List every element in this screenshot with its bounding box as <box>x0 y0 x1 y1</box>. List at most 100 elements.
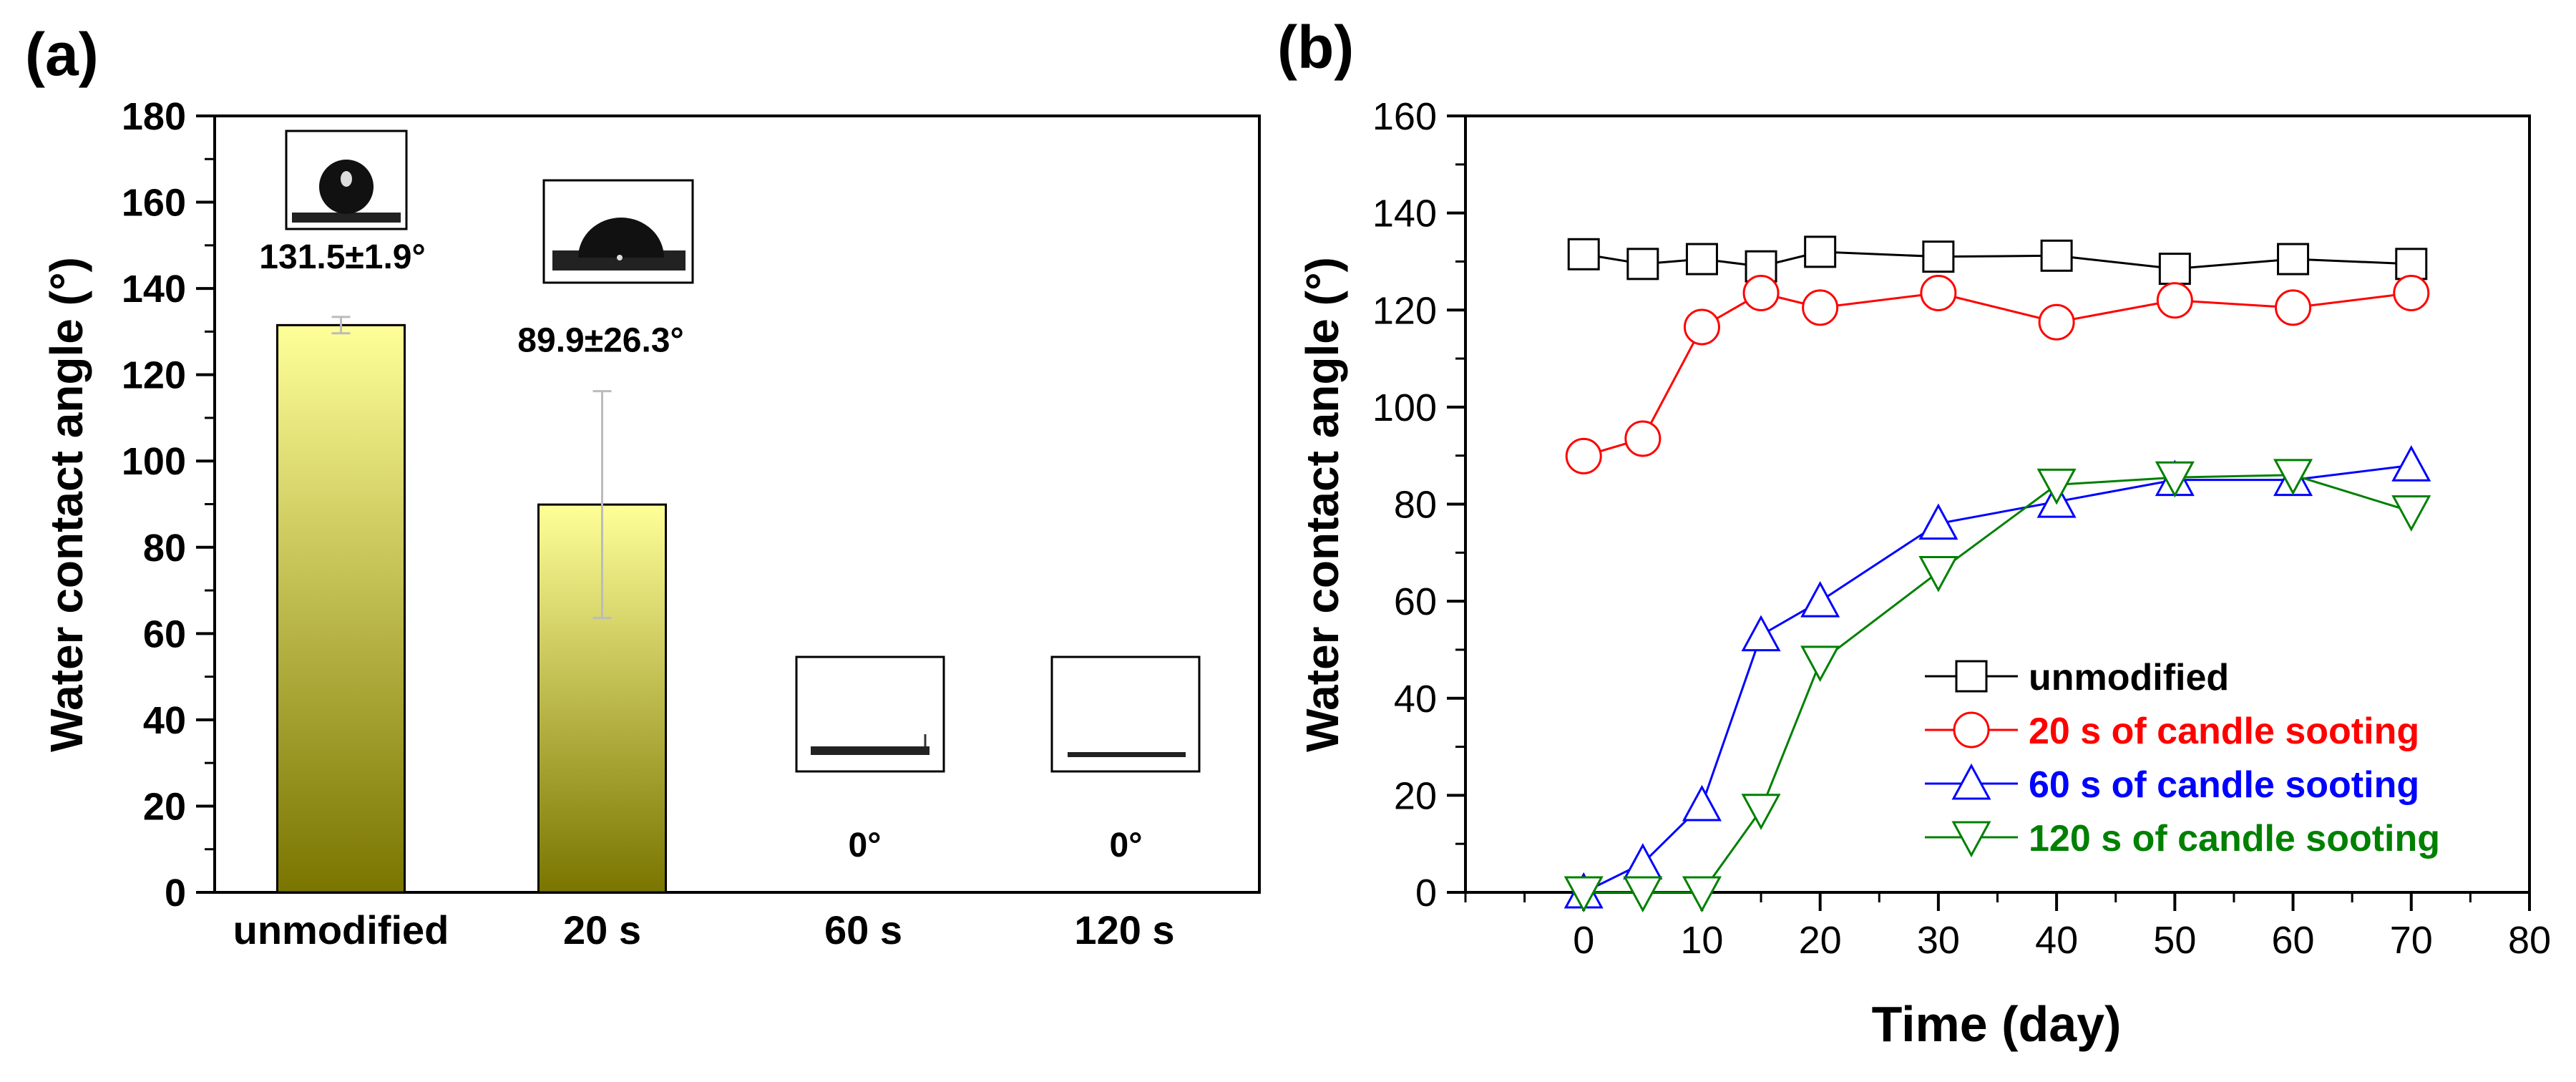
panel-a-ylabel: Water contact angle (°) <box>41 257 92 752</box>
y-tick-label: 0 <box>1415 872 1437 915</box>
marker-square <box>1626 248 1659 281</box>
marker-triangle-down <box>1951 821 1991 858</box>
marker-square <box>1567 238 1600 270</box>
marker-triangle-down <box>2036 468 2077 505</box>
y-tick-label: 120 <box>122 354 186 397</box>
panel-b: (b) Water contact angle (°) Time (day) 0… <box>1277 14 2551 1052</box>
marker-circle <box>1802 289 1839 326</box>
marker-triangle-up <box>1951 763 1991 800</box>
x-tick-label: 60 <box>2272 919 2315 962</box>
bar-unmodified <box>276 323 406 894</box>
value-label: 89.9±26.3° <box>517 322 683 360</box>
marker-circle <box>2156 282 2193 319</box>
x-tick-label: 70 <box>2390 919 2433 962</box>
marker-square <box>2040 239 2073 272</box>
y-tick-label: 20 <box>1394 774 1437 817</box>
inset-flat-60s <box>795 655 945 773</box>
marker-square <box>2277 243 2310 276</box>
marker-triangle-down <box>2391 495 2431 532</box>
legend-label: 20 s of candle sooting <box>2029 711 2419 752</box>
panel-a-insets <box>285 130 1201 773</box>
panel-a-value-labels: 131.5±1.9° 89.9±26.3° 0° 0° <box>259 238 1142 864</box>
inset-flat-120s <box>1050 655 1201 773</box>
marker-triangle-down <box>2155 461 2195 498</box>
marker-circle <box>1624 420 1662 457</box>
y-tick-label: 160 <box>1372 95 1437 138</box>
x-tick-label: 30 <box>1917 919 1960 962</box>
marker-square <box>1804 235 1837 268</box>
marker-square <box>2395 248 2428 281</box>
x-tick-label: 50 <box>2153 919 2196 962</box>
marker-circle <box>2275 289 2312 326</box>
marker-triangle-down <box>1682 876 1722 913</box>
series-line <box>1584 474 2412 894</box>
y-tick-label: 140 <box>122 268 186 311</box>
marker-square <box>1955 660 1988 693</box>
panel-a: (a) Water contact angle (°) 0 20 40 60 80 100… <box>25 21 1261 952</box>
marker-circle <box>2393 275 2430 312</box>
inset-droplet-20s <box>542 179 694 284</box>
x-tick-label: 0 <box>1573 919 1594 962</box>
marker-triangle-up <box>1741 615 1781 652</box>
marker-circle <box>1953 711 1990 749</box>
value-label: 131.5±1.9° <box>259 238 425 276</box>
marker-circle <box>2038 303 2075 341</box>
category-label: 120 s <box>1074 907 1174 952</box>
marker-triangle-down <box>2273 459 2313 495</box>
legend-label: 60 s of candle sooting <box>2029 764 2419 806</box>
y-tick-label: 120 <box>1372 289 1437 332</box>
panel-b-ticks: 0 20 40 60 80 100 120 140 160 0 10 20 30 40 50 60 70 80 <box>1372 95 2551 962</box>
y-tick-label: 80 <box>143 527 186 570</box>
marker-triangle-down <box>1800 645 1840 683</box>
marker-square <box>2158 253 2191 286</box>
y-tick-label: 40 <box>1394 678 1437 721</box>
y-tick-label: 20 <box>143 785 186 828</box>
x-tick-label: 10 <box>1680 919 1723 962</box>
value-label: 0° <box>1110 827 1143 864</box>
marker-circle <box>1742 275 1780 312</box>
y-tick-label: 80 <box>1394 484 1437 527</box>
panel-b-legend: unmodified 20 s of candle sooting 60 s of … <box>1925 657 2440 859</box>
panel-a-category-labels: unmodified 20 s 60 s 120 s <box>233 907 1175 952</box>
y-tick-label: 100 <box>1372 386 1437 429</box>
y-tick-label: 0 <box>165 872 186 915</box>
series-line <box>1583 464 2411 894</box>
legend-label: unmodified <box>2029 657 2229 698</box>
y-tick-label: 140 <box>1372 192 1437 235</box>
marker-triangle-down <box>1563 876 1604 913</box>
marker-triangle-up <box>2391 445 2431 482</box>
y-tick-label: 60 <box>143 613 186 655</box>
marker-triangle-down <box>1623 876 1663 913</box>
category-label: 60 s <box>824 907 902 952</box>
series-line <box>1583 250 2411 270</box>
y-tick-label: 160 <box>122 182 186 225</box>
panel-b-series <box>1563 235 2431 913</box>
panel-b-label: (b) <box>1277 14 1354 81</box>
category-label: unmodified <box>233 907 449 952</box>
category-label: 20 s <box>563 907 641 952</box>
marker-triangle-up <box>1918 503 1958 540</box>
marker-triangle-up <box>1800 580 1840 618</box>
panel-a-label: (a) <box>25 21 99 88</box>
series-1 <box>1565 275 2430 474</box>
panel-b-ylabel: Water contact angle (°) <box>1297 257 1348 752</box>
inset-droplet-unmodified <box>285 130 408 230</box>
value-label: 0° <box>849 827 882 864</box>
series-0 <box>1567 235 2428 286</box>
x-tick-label: 20 <box>1799 919 1842 962</box>
panel-a-y-ticks: 0 20 40 60 80 100 120 140 160 180 <box>122 95 215 915</box>
panel-a-bars <box>276 316 667 894</box>
marker-square <box>1922 240 1955 273</box>
marker-triangle-down <box>1741 794 1781 830</box>
y-tick-label: 180 <box>122 95 186 138</box>
marker-circle <box>1683 308 1720 346</box>
y-tick-label: 100 <box>122 440 186 483</box>
series-line <box>1583 291 2411 457</box>
marker-square <box>1685 243 1718 276</box>
series-3 <box>1563 459 2431 913</box>
x-tick-label: 40 <box>2035 919 2078 962</box>
y-tick-label: 40 <box>143 699 186 742</box>
marker-circle <box>1565 437 1602 474</box>
y-tick-label: 60 <box>1394 580 1437 623</box>
